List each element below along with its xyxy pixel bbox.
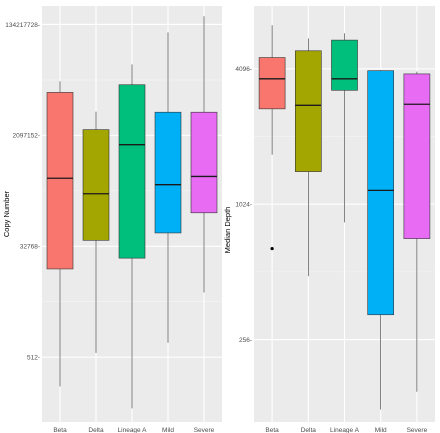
x-tick-label: Mild [162,427,174,433]
box-body [403,73,431,239]
boxes [258,25,431,410]
boxes [46,16,218,409]
panel-median-depth: 256- 1024- 4096- Beta Delta Lineage A Mild Sev… [223,6,435,433]
y-tick-labels: 256- 1024- 4096- [235,66,252,344]
x-tick-labels: Beta Delta Lineage A Mild Severe [53,427,214,433]
y-tick-label: 512- [27,354,40,361]
x-tick-label: Severe [407,427,428,433]
y-tick-label: 256- [239,337,252,344]
outlier-point [270,246,274,251]
y-axis-label: Median Depth [223,207,232,254]
x-tick-label: Delta [88,427,104,433]
box-delta [82,111,110,353]
box-beta [258,25,286,251]
y-tick-label: 4096- [235,66,252,73]
x-tick-label: Beta [265,427,279,433]
box-beta [46,81,74,387]
x-tick-label: Delta [301,427,317,433]
x-tick-label: Beta [53,427,67,433]
x-tick-label: Mild [375,427,387,433]
box-body [190,111,218,214]
box-severe [403,71,431,392]
y-tick-label: 1024- [235,202,252,209]
y-axis-label: Copy Number [2,190,11,237]
y-tick-label: 134217728- [5,22,40,29]
box-body [118,84,146,259]
x-tick-labels: Beta Delta Lineage A Mild Severe [265,427,427,433]
y-tick-label: 2097152- [13,133,40,140]
box-body [258,57,286,110]
box-mild [367,69,395,410]
box-severe [190,16,218,293]
x-tick-label: Severe [194,427,215,433]
box-delta [294,38,322,277]
x-tick-label: Lineage A [330,427,360,433]
box-body [331,39,358,91]
x-tick-label: Lineage A [118,427,148,433]
box-lineage-a [331,33,358,223]
box-body [154,111,182,234]
y-tick-label: 32768- [20,244,40,251]
panel-copy-number: 512- 32768- 2097152- 134217728- Beta Delta Li… [2,6,222,433]
box-body [294,50,322,172]
box-body [82,129,110,241]
box-body [46,92,74,270]
box-body [367,70,395,316]
box-lineage-a [118,64,146,409]
y-tick-labels: 512- 32768- 2097152- 134217728- [5,22,40,362]
box-mild [154,32,182,343]
